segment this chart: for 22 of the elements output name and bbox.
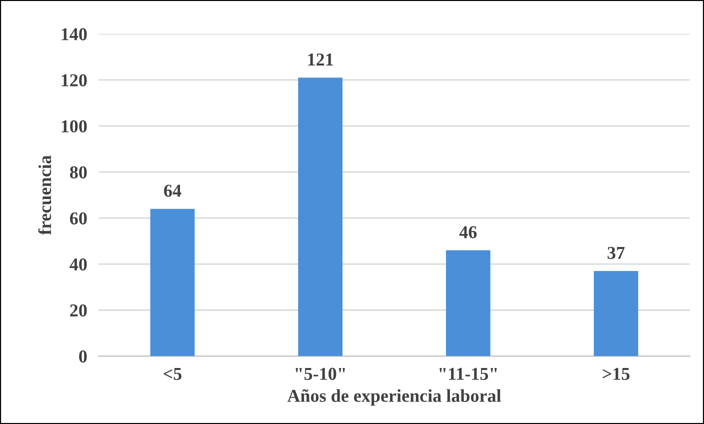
y-tick-label: 60: [70, 212, 87, 224]
y-tick-label: 0: [79, 350, 87, 363]
x-tick-label: >15: [602, 368, 630, 380]
bar: [446, 250, 490, 356]
data-label: 46: [459, 226, 477, 238]
y-tick-label: 40: [70, 258, 87, 271]
x-tick-label: "11-15": [440, 368, 497, 380]
x-axis-title: Años de experiencia laboral: [287, 389, 502, 406]
data-label: 121: [308, 54, 333, 66]
data-label: 37: [608, 246, 625, 259]
y-axis-title: frecuencia: [38, 155, 52, 235]
bar: [594, 270, 638, 356]
y-tick-label: 100: [62, 120, 87, 132]
x-tick-label: <5: [164, 368, 182, 380]
bar: [298, 78, 342, 356]
y-tick-label: 140: [62, 28, 87, 40]
bar: [150, 208, 195, 356]
y-tick-label: 80: [70, 166, 87, 178]
y-tick-label: 120: [62, 74, 87, 86]
y-tick-label: 20: [70, 304, 87, 317]
data-label: 64: [164, 184, 182, 197]
x-tick-label: "5-10": [296, 368, 345, 380]
